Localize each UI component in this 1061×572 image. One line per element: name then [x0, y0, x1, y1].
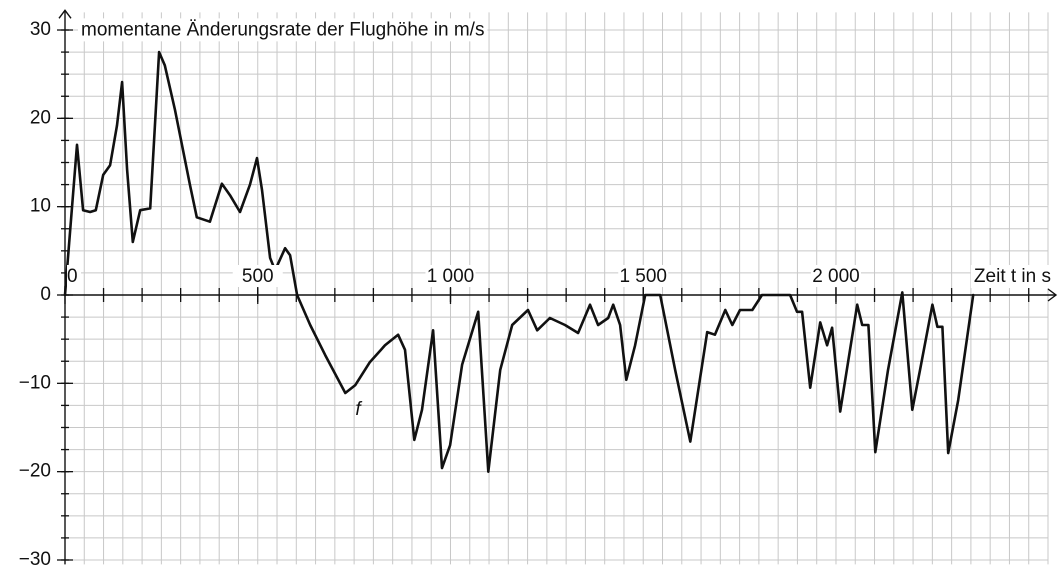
y-tick-label: 10 — [30, 196, 51, 217]
x-axis-arrow — [1047, 288, 1058, 302]
label-bg — [970, 265, 1054, 289]
curve-label: f — [355, 399, 362, 420]
x-tick-label: 500 — [242, 266, 274, 287]
x-tick-label: 0 — [67, 266, 78, 287]
y-axis-label: momentane Änderungsrate der Flughöhe in … — [81, 19, 484, 40]
label-bg — [232, 265, 283, 287]
x-tick-label: 1 500 — [619, 266, 667, 287]
label-bg — [78, 18, 488, 42]
label-bg — [425, 265, 476, 287]
y-tick-label: −10 — [19, 372, 51, 393]
y-tick-label: 0 — [40, 284, 51, 305]
axes — [57, 9, 1058, 565]
y-tick-label: −20 — [19, 461, 51, 482]
x-tick-label: 2 000 — [812, 266, 860, 287]
y-tick-label: −30 — [19, 549, 51, 570]
curve — [63, 50, 975, 473]
y-tick-label: 20 — [30, 107, 51, 128]
y-axis-arrow — [58, 9, 72, 19]
y-tick-label: 30 — [30, 19, 51, 40]
x-tick-label: 1 000 — [427, 266, 475, 287]
label-bg — [67, 265, 81, 287]
x-axis-label: Zeit t in s — [974, 266, 1051, 287]
grid — [64, 12, 1049, 565]
labels: 0 500 1 000 1 500 2 000 30 20 10 0 −10 −20 −30 momen… — [19, 18, 1054, 570]
label-bg — [618, 265, 669, 287]
marks — [63, 50, 975, 473]
label-bg — [810, 265, 861, 287]
